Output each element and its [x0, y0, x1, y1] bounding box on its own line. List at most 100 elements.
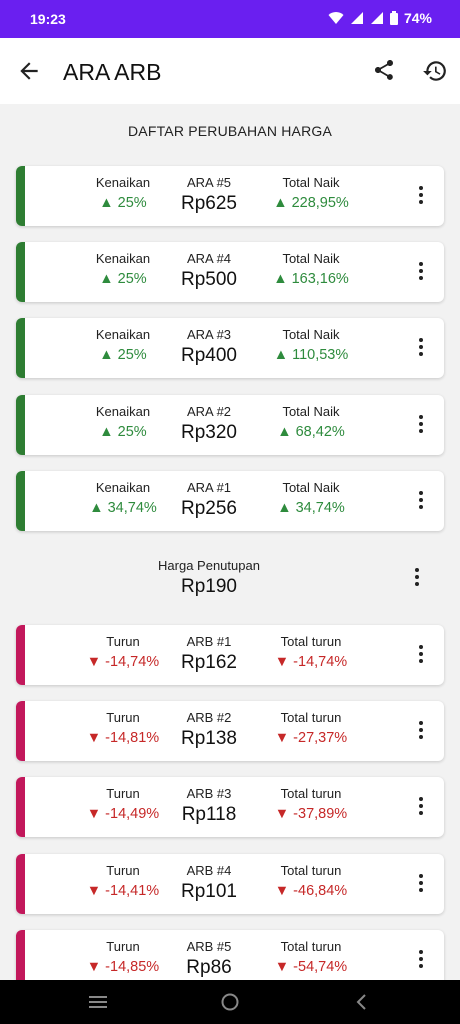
level-price: Rp162	[181, 652, 237, 673]
total-value: ▼ -27,37%	[274, 730, 348, 747]
battery-icon	[389, 11, 398, 25]
signal-icon	[350, 12, 363, 24]
change-value: ▼ -14,74%	[86, 654, 160, 670]
ara-card[interactable]: Kenaikan ▲ 25% ARA #2 Rp320 Total Naik ▲ 68,4…	[16, 394, 444, 455]
total-value: ▼ -54,74%	[274, 958, 348, 975]
back-nav-icon[interactable]	[352, 992, 372, 1012]
more-vert-icon[interactable]	[418, 338, 424, 358]
ara-card[interactable]: Kenaikan ▲ 25% ARA #4 Rp500 Total Naik ▲ 163,…	[16, 242, 444, 303]
level-name: ARB #5	[186, 938, 232, 954]
level-name: ARA #2	[186, 403, 232, 419]
card-accent	[16, 470, 25, 531]
change-column: Turun ▼ -14,74%	[68, 634, 178, 672]
closing-price-label: Harga Penutupan	[158, 558, 260, 573]
total-value: ▲ 163,16%	[273, 271, 349, 288]
more-vert-icon[interactable]	[414, 568, 420, 588]
change-value: ▲ 34,74%	[89, 499, 157, 516]
level-name: ARA #1	[186, 479, 232, 495]
level-price: Rp500	[181, 269, 237, 291]
more-vert-icon[interactable]	[418, 721, 424, 741]
more-vert-icon[interactable]	[418, 645, 424, 665]
change-label: Turun	[106, 786, 140, 802]
level-name: ARB #2	[186, 710, 232, 726]
level-price: Rp400	[181, 345, 237, 367]
status-time: 19:23	[30, 11, 66, 27]
total-label: Total Naik	[282, 479, 340, 495]
total-value: ▲ 228,95%	[273, 195, 349, 211]
change-column: Turun ▼ -14,81%	[68, 710, 178, 748]
change-label: Turun	[106, 938, 140, 954]
more-vert-icon[interactable]	[418, 873, 424, 894]
more-vert-icon[interactable]	[418, 414, 424, 435]
card-accent	[16, 701, 25, 762]
total-label: Total turun	[280, 938, 342, 954]
card-accent	[16, 777, 25, 838]
change-column: Kenaikan ▲ 25%	[68, 404, 178, 442]
ara-card[interactable]: Kenaikan ▲ 25% ARA #5 Rp625 Total Naik ▲ 228,…	[16, 166, 444, 226]
share-icon[interactable]	[372, 58, 396, 82]
total-column: Total Naik ▲ 228,95%	[256, 175, 366, 213]
change-label: Turun	[106, 710, 140, 726]
status-icons: 74%	[328, 10, 432, 26]
ara-card[interactable]: Kenaikan ▲ 25% ARA #3 Rp400 Total Naik ▲ 110,…	[16, 318, 444, 379]
card-accent	[16, 853, 25, 914]
closing-price-row: Harga Penutupan Rp190	[16, 552, 444, 608]
total-column: Total Naik ▲ 110,53%	[256, 327, 366, 365]
total-value: ▼ -37,89%	[274, 806, 348, 823]
change-column: Kenaikan ▲ 34,74%	[68, 480, 178, 518]
level-column: ARB #5 Rp86	[154, 939, 264, 979]
level-price: Rp118	[181, 804, 237, 826]
level-column: ARA #2 Rp320	[154, 404, 264, 444]
menu-icon[interactable]	[88, 992, 108, 1012]
level-price: Rp138	[181, 728, 237, 750]
system-nav-bar	[0, 980, 460, 1024]
app-bar: ARA ARB	[0, 38, 460, 104]
arb-card[interactable]: Turun ▼ -14,41% ARB #4 Rp101 Total turun ▼ -4…	[16, 853, 444, 914]
total-label: Total Naik	[282, 175, 340, 190]
more-vert-icon[interactable]	[418, 262, 424, 282]
arb-card[interactable]: Turun ▼ -14,85% ARB #5 Rp86 Total turun ▼ -54…	[16, 929, 444, 990]
total-value: ▼ -46,84%	[274, 882, 348, 899]
change-value: ▼ -14,49%	[86, 806, 160, 823]
change-column: Turun ▼ -14,85%	[68, 939, 178, 977]
status-bar: 19:23 74%	[0, 0, 460, 38]
ara-card[interactable]: Kenaikan ▲ 34,74% ARA #1 Rp256 Total Naik ▲ 3…	[16, 470, 444, 531]
more-vert-icon[interactable]	[418, 949, 424, 970]
total-label: Total turun	[280, 710, 342, 726]
level-column: ARA #1 Rp256	[154, 480, 264, 520]
change-column: Kenaikan ▲ 25%	[68, 327, 178, 365]
arb-card[interactable]: Turun ▼ -14,49% ARB #3 Rp118 Total turun ▼ -3…	[16, 777, 444, 838]
change-label: Kenaikan	[95, 175, 151, 190]
arb-card[interactable]: Turun ▼ -14,74% ARB #1 Rp162 Total turun ▼ -1…	[16, 625, 444, 685]
change-label: Turun	[106, 862, 140, 878]
level-price: Rp256	[181, 497, 237, 519]
more-vert-icon[interactable]	[418, 797, 424, 817]
change-value: ▲ 25%	[99, 195, 147, 211]
total-column: Total turun ▼ -37,89%	[256, 786, 366, 824]
battery-percent: 74%	[403, 10, 432, 26]
change-column: Turun ▼ -14,41%	[68, 863, 178, 901]
total-value: ▲ 110,53%	[273, 347, 349, 364]
change-label: Kenaikan	[95, 251, 151, 267]
change-column: Kenaikan ▲ 25%	[68, 251, 178, 289]
level-price: Rp320	[181, 421, 237, 443]
total-label: Total turun	[280, 786, 342, 802]
level-column: ARB #2 Rp138	[154, 710, 264, 750]
level-name: ARA #3	[186, 327, 232, 343]
more-vert-icon[interactable]	[418, 490, 424, 511]
total-column: Total Naik ▲ 68,42%	[256, 404, 366, 442]
change-value: ▼ -14,41%	[86, 882, 160, 899]
more-vert-icon[interactable]	[418, 186, 424, 206]
total-label: Total Naik	[282, 327, 340, 343]
history-icon[interactable]	[422, 58, 448, 84]
change-label: Kenaikan	[95, 479, 151, 495]
section-title: DAFTAR PERUBAHAN HARGA	[127, 123, 333, 139]
change-value: ▲ 25%	[99, 271, 147, 288]
level-column: ARA #5 Rp625	[154, 175, 264, 215]
home-icon[interactable]	[220, 992, 240, 1012]
arb-card[interactable]: Turun ▼ -14,81% ARB #2 Rp138 Total turun ▼ -2…	[16, 701, 444, 762]
level-name: ARB #3	[186, 786, 232, 802]
back-arrow-icon[interactable]	[16, 58, 42, 84]
card-accent	[16, 394, 25, 455]
card-accent	[16, 166, 25, 226]
